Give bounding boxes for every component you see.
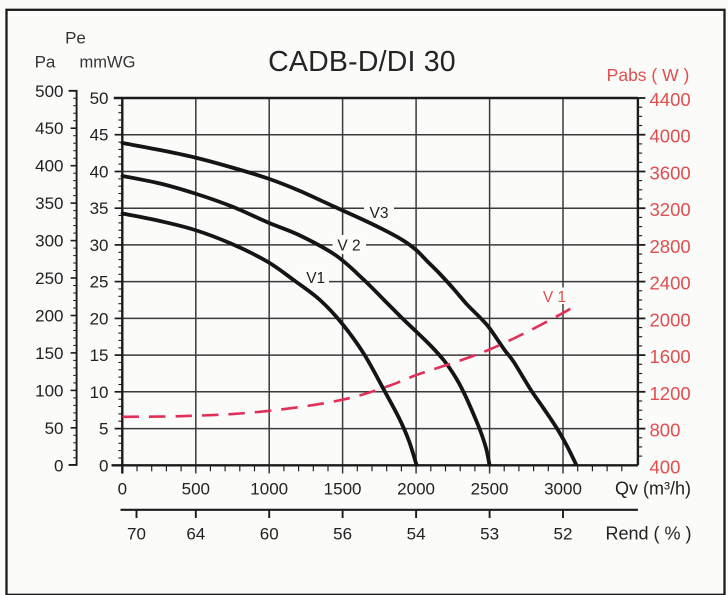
svg-text:Pe: Pe (65, 29, 86, 48)
svg-text:50: 50 (45, 419, 64, 438)
svg-text:53: 53 (480, 525, 499, 544)
svg-text:Pabs ( W ): Pabs ( W ) (607, 65, 690, 85)
svg-text:52: 52 (554, 525, 573, 544)
svg-text:35: 35 (90, 199, 109, 218)
svg-text:1600: 1600 (650, 346, 691, 367)
svg-text:5: 5 (99, 420, 108, 439)
svg-text:30: 30 (90, 236, 109, 255)
svg-text:V3: V3 (370, 205, 389, 222)
svg-text:500: 500 (182, 479, 210, 498)
svg-text:400: 400 (650, 456, 681, 477)
svg-text:2400: 2400 (650, 273, 691, 294)
svg-text:V 2: V 2 (337, 238, 360, 255)
svg-text:70: 70 (127, 525, 146, 544)
svg-text:54: 54 (407, 525, 426, 544)
svg-text:1200: 1200 (650, 383, 691, 404)
svg-text:V1: V1 (306, 270, 325, 287)
svg-text:0: 0 (54, 456, 63, 475)
svg-text:250: 250 (35, 269, 63, 288)
svg-text:100: 100 (35, 381, 63, 400)
svg-text:20: 20 (90, 309, 109, 328)
svg-text:4000: 4000 (650, 126, 691, 147)
svg-text:0: 0 (118, 479, 127, 498)
svg-text:0: 0 (99, 456, 108, 475)
svg-text:40: 40 (90, 163, 109, 182)
svg-text:Rend ( % ): Rend ( % ) (605, 524, 691, 544)
svg-text:2000: 2000 (650, 309, 691, 330)
svg-text:Pa: Pa (35, 53, 56, 72)
svg-text:300: 300 (35, 232, 63, 251)
svg-text:4400: 4400 (650, 89, 691, 110)
svg-text:V 1: V 1 (543, 289, 566, 306)
svg-text:350: 350 (35, 194, 63, 213)
svg-text:CADB-D/DI 30: CADB-D/DI 30 (268, 46, 456, 78)
svg-text:56: 56 (333, 525, 352, 544)
svg-text:2800: 2800 (650, 236, 691, 257)
svg-text:800: 800 (650, 420, 681, 441)
svg-text:25: 25 (90, 273, 109, 292)
svg-text:Qv (m³/h): Qv (m³/h) (615, 478, 691, 498)
svg-text:2500: 2500 (471, 479, 509, 498)
svg-text:1000: 1000 (250, 479, 288, 498)
svg-text:15: 15 (90, 346, 109, 365)
svg-text:400: 400 (35, 157, 63, 176)
svg-text:1500: 1500 (324, 479, 362, 498)
svg-text:3000: 3000 (544, 479, 582, 498)
svg-text:64: 64 (186, 525, 205, 544)
svg-text:3200: 3200 (650, 199, 691, 220)
svg-text:2000: 2000 (397, 479, 435, 498)
svg-text:450: 450 (35, 119, 63, 138)
svg-text:500: 500 (35, 82, 63, 101)
svg-text:mmWG: mmWG (80, 54, 136, 72)
svg-text:45: 45 (90, 126, 109, 145)
svg-text:50: 50 (90, 89, 109, 108)
svg-text:3600: 3600 (650, 163, 691, 184)
svg-text:60: 60 (260, 525, 279, 544)
svg-text:150: 150 (35, 344, 63, 363)
svg-text:200: 200 (35, 307, 63, 326)
svg-text:10: 10 (90, 383, 109, 402)
